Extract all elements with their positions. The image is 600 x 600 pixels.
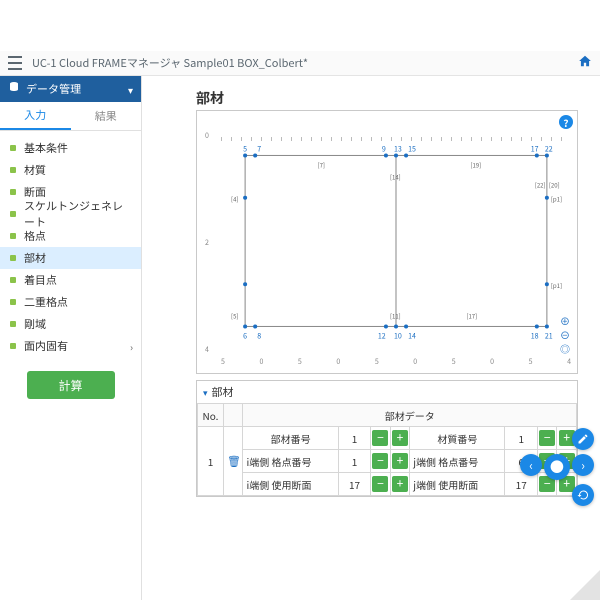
cell-label: i端側 使用断面 bbox=[243, 473, 338, 496]
svg-text:12: 12 bbox=[378, 332, 386, 342]
section-header[interactable]: ▾ 部材 bbox=[197, 381, 577, 403]
svg-text:[4]: [4] bbox=[231, 195, 238, 204]
ruler-left: 0 2 4 bbox=[205, 131, 219, 355]
col-no-header: No. bbox=[198, 404, 224, 427]
decrement-button[interactable]: − bbox=[372, 430, 388, 446]
increment-button[interactable]: + bbox=[392, 430, 408, 446]
svg-text:8: 8 bbox=[257, 332, 261, 342]
svg-text:13: 13 bbox=[394, 145, 402, 154]
edit-button[interactable] bbox=[572, 428, 594, 450]
cell-label: j端側 格点番号 bbox=[410, 450, 505, 473]
svg-text:22: 22 bbox=[545, 145, 553, 154]
sidebar-item-focus[interactable]: 着目点 bbox=[0, 269, 141, 291]
main: 部材 ? 0 2 4 5 bbox=[142, 76, 600, 600]
prev-button[interactable]: ‹ bbox=[520, 454, 542, 476]
cell-value[interactable]: 17 bbox=[338, 473, 370, 496]
cell-value[interactable]: 1 bbox=[338, 450, 370, 473]
model-drawing: 5 7 9 13 15 17 22 6 8 12 bbox=[225, 145, 567, 351]
undo-button[interactable] bbox=[572, 484, 594, 506]
chevron-right-icon: › bbox=[130, 339, 133, 354]
sidebar-item-double[interactable]: 二重格点 bbox=[0, 291, 141, 313]
sidebar-item-material[interactable]: 材質 bbox=[0, 159, 141, 181]
svg-text:5: 5 bbox=[243, 145, 247, 154]
cell-value[interactable]: 1 bbox=[338, 427, 370, 450]
help-icon[interactable]: ? bbox=[559, 115, 573, 129]
svg-text:[5]: [5] bbox=[231, 311, 238, 320]
svg-text:15: 15 bbox=[408, 145, 416, 154]
next-button[interactable]: › bbox=[572, 454, 594, 476]
sidebar-header-label: データ管理 bbox=[26, 81, 81, 97]
zoom-tools: ⊕ ⊖ ◎ bbox=[559, 313, 571, 353]
ruler-bottom: 5 0 5 0 5 0 5 0 5 4 bbox=[221, 357, 571, 369]
chevron-down-icon: ▾ bbox=[203, 386, 208, 399]
sidebar-list: 基本条件 材質 断面 スケルトンジェネレート 格点 部材 着目点 二重格点 剛域… bbox=[0, 131, 141, 357]
svg-text:[11]: [11] bbox=[390, 311, 401, 320]
cell-label: j端側 使用断面 bbox=[410, 473, 505, 496]
app-title: UC-1 Cloud FRAMEマネージャ Sample01 BOX_Colbe… bbox=[32, 55, 578, 71]
svg-text:[7]: [7] bbox=[318, 161, 325, 170]
svg-text:7: 7 bbox=[257, 145, 261, 154]
svg-text:[19]: [19] bbox=[470, 161, 481, 170]
fab-group: ‹ ● › bbox=[520, 428, 594, 506]
page-indicator[interactable]: ● bbox=[544, 454, 570, 480]
row-handle[interactable]: 🗑 bbox=[223, 427, 242, 496]
svg-text:[p1]: [p1] bbox=[551, 195, 562, 204]
section-title: 部材 bbox=[212, 384, 234, 400]
svg-text:[22]: [22] bbox=[535, 181, 546, 190]
col-data-header: 部材データ bbox=[243, 404, 577, 427]
home-icon[interactable] bbox=[578, 53, 592, 73]
sidebar: データ管理 ▾ 入力 結果 基本条件 材質 断面 スケルトンジェネレート 格点 … bbox=[0, 76, 142, 600]
page-title: 部材 bbox=[196, 88, 224, 108]
menu-icon[interactable] bbox=[8, 56, 22, 70]
row-no: 1 bbox=[198, 427, 224, 496]
model-canvas[interactable]: ? 0 2 4 5 7 bbox=[196, 110, 578, 374]
decrement-button[interactable]: − bbox=[372, 453, 388, 469]
topbar: UC-1 Cloud FRAMEマネージャ Sample01 BOX_Colbe… bbox=[0, 0, 600, 76]
tab-input[interactable]: 入力 bbox=[0, 102, 71, 130]
titlebar: UC-1 Cloud FRAMEマネージャ Sample01 BOX_Colbe… bbox=[0, 51, 600, 76]
sidebar-item-skeleton[interactable]: スケルトンジェネレート bbox=[0, 203, 141, 225]
svg-text:6: 6 bbox=[243, 332, 247, 342]
calculate-button[interactable]: 計算 bbox=[27, 371, 115, 399]
svg-text:[p1]: [p1] bbox=[551, 281, 562, 290]
ruler-top bbox=[221, 131, 571, 141]
svg-text:[14]: [14] bbox=[390, 173, 401, 182]
svg-text:10: 10 bbox=[394, 332, 402, 342]
sidebar-item-basic[interactable]: 基本条件 bbox=[0, 137, 141, 159]
svg-text:[20]: [20] bbox=[549, 181, 560, 190]
svg-text:14: 14 bbox=[408, 332, 416, 342]
page-corner bbox=[570, 570, 600, 600]
svg-text:17: 17 bbox=[531, 145, 539, 154]
database-icon bbox=[8, 81, 20, 97]
svg-text:18: 18 bbox=[531, 332, 539, 342]
cell-label: 部材番号 bbox=[243, 427, 338, 450]
cell-label: i端側 格点番号 bbox=[243, 450, 338, 473]
svg-text:21: 21 bbox=[545, 332, 553, 342]
increment-button[interactable]: + bbox=[392, 476, 408, 492]
sidebar-item-rigid[interactable]: 剛域 bbox=[0, 313, 141, 335]
cell-label: 材質番号 bbox=[410, 427, 505, 450]
chevron-down-icon: ▾ bbox=[128, 82, 133, 97]
zoom-extent-icon[interactable]: ◎ bbox=[559, 341, 571, 353]
sidebar-item-member[interactable]: 部材 bbox=[0, 247, 141, 269]
trash-icon[interactable]: 🗑 bbox=[227, 453, 241, 469]
zoom-in-icon[interactable]: ⊕ bbox=[559, 313, 571, 325]
zoom-out-icon[interactable]: ⊖ bbox=[559, 327, 571, 339]
svg-text:9: 9 bbox=[382, 145, 386, 154]
svg-text:[17]: [17] bbox=[466, 311, 477, 320]
sidebar-header[interactable]: データ管理 ▾ bbox=[0, 76, 141, 102]
sidebar-item-inplane[interactable]: 面内固有› bbox=[0, 335, 141, 357]
sidebar-tabs: 入力 結果 bbox=[0, 102, 141, 131]
tab-result[interactable]: 結果 bbox=[71, 102, 142, 130]
decrement-button[interactable]: − bbox=[372, 476, 388, 492]
increment-button[interactable]: + bbox=[392, 453, 408, 469]
